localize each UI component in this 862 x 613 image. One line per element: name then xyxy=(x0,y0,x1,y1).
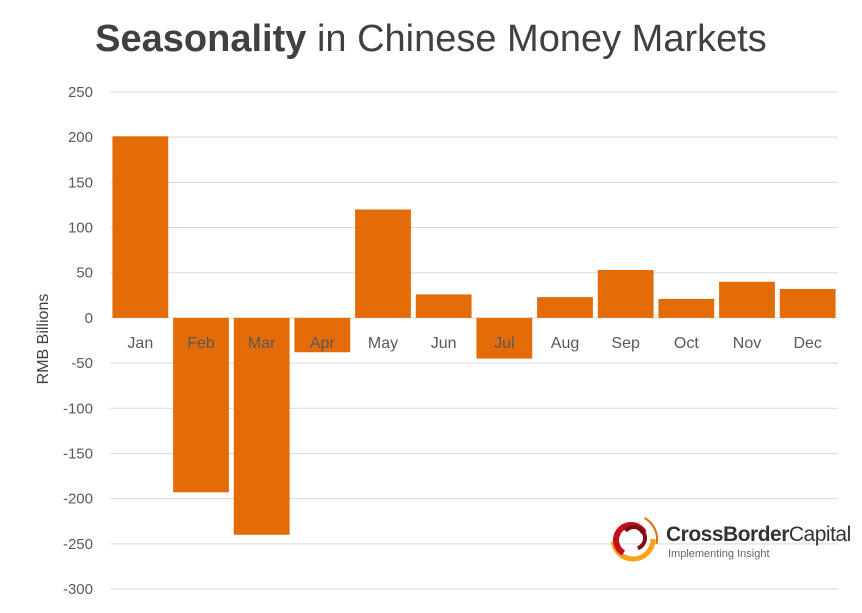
y-tick-label: 200 xyxy=(68,129,93,146)
bar-jul xyxy=(476,317,533,359)
bar-oct xyxy=(658,298,715,318)
category-label-jul: Jul xyxy=(494,335,514,352)
logo-swirl-icon xyxy=(608,514,658,564)
category-label-may: May xyxy=(368,335,398,352)
logo-name-rest: Capital xyxy=(788,523,851,546)
chart-title: Seasonality in Chinese Money Markets xyxy=(0,18,862,61)
gridlines xyxy=(110,91,838,590)
bar-feb xyxy=(173,317,229,493)
bar-jun xyxy=(415,294,472,318)
category-label-oct: Oct xyxy=(674,335,699,352)
y-tick-label: 0 xyxy=(85,310,93,327)
bar-jan xyxy=(112,136,169,318)
category-label-sep: Sep xyxy=(611,335,640,352)
category-label-mar: Mar xyxy=(248,335,276,352)
bar-mar xyxy=(233,317,290,535)
y-tick-label: 50 xyxy=(76,265,93,282)
logo-tagline: Implementing Insight xyxy=(668,548,770,560)
category-label-apr: Apr xyxy=(310,335,336,352)
category-label-nov: Nov xyxy=(733,335,761,352)
category-label-jan: Jan xyxy=(127,335,153,352)
y-tick-labels: 250 200 150 100 50 0 -50 -100 -150 -200 -250 -300 xyxy=(63,84,93,598)
bar-aug xyxy=(537,297,593,318)
category-label-jun: Jun xyxy=(431,335,457,352)
y-tick-label: -100 xyxy=(63,400,93,417)
category-label-dec: Dec xyxy=(793,335,821,352)
chart-title-rest: in Chinese Money Markets xyxy=(306,18,767,60)
bars xyxy=(112,136,836,535)
y-tick-label: 250 xyxy=(68,84,93,101)
logo-name-bold: CrossBorder xyxy=(666,523,789,546)
category-label-feb: Feb xyxy=(187,335,215,352)
y-tick-label: -150 xyxy=(63,445,93,462)
logo-name: CrossBorderCapital xyxy=(666,523,851,547)
category-label-aug: Aug xyxy=(551,335,579,352)
bar-apr xyxy=(294,317,351,353)
category-labels: Jan Feb Mar Apr May Jun Jul Aug Sep Oct Nov Dec xyxy=(127,335,821,352)
bar-dec xyxy=(779,288,836,318)
bar-sep xyxy=(597,270,654,318)
bar-nov xyxy=(719,281,775,318)
y-tick-label: -250 xyxy=(63,536,93,553)
chart-title-bold: Seasonality xyxy=(95,18,307,60)
bar-may xyxy=(355,209,411,318)
crossborder-logo: CrossBorderCapital Implementing Insight xyxy=(604,510,851,570)
y-tick-label: -300 xyxy=(63,581,93,598)
y-tick-label: -200 xyxy=(63,491,93,508)
y-tick-label: 100 xyxy=(68,220,93,237)
y-tick-label: -50 xyxy=(71,355,93,372)
y-tick-label: 150 xyxy=(68,174,93,191)
